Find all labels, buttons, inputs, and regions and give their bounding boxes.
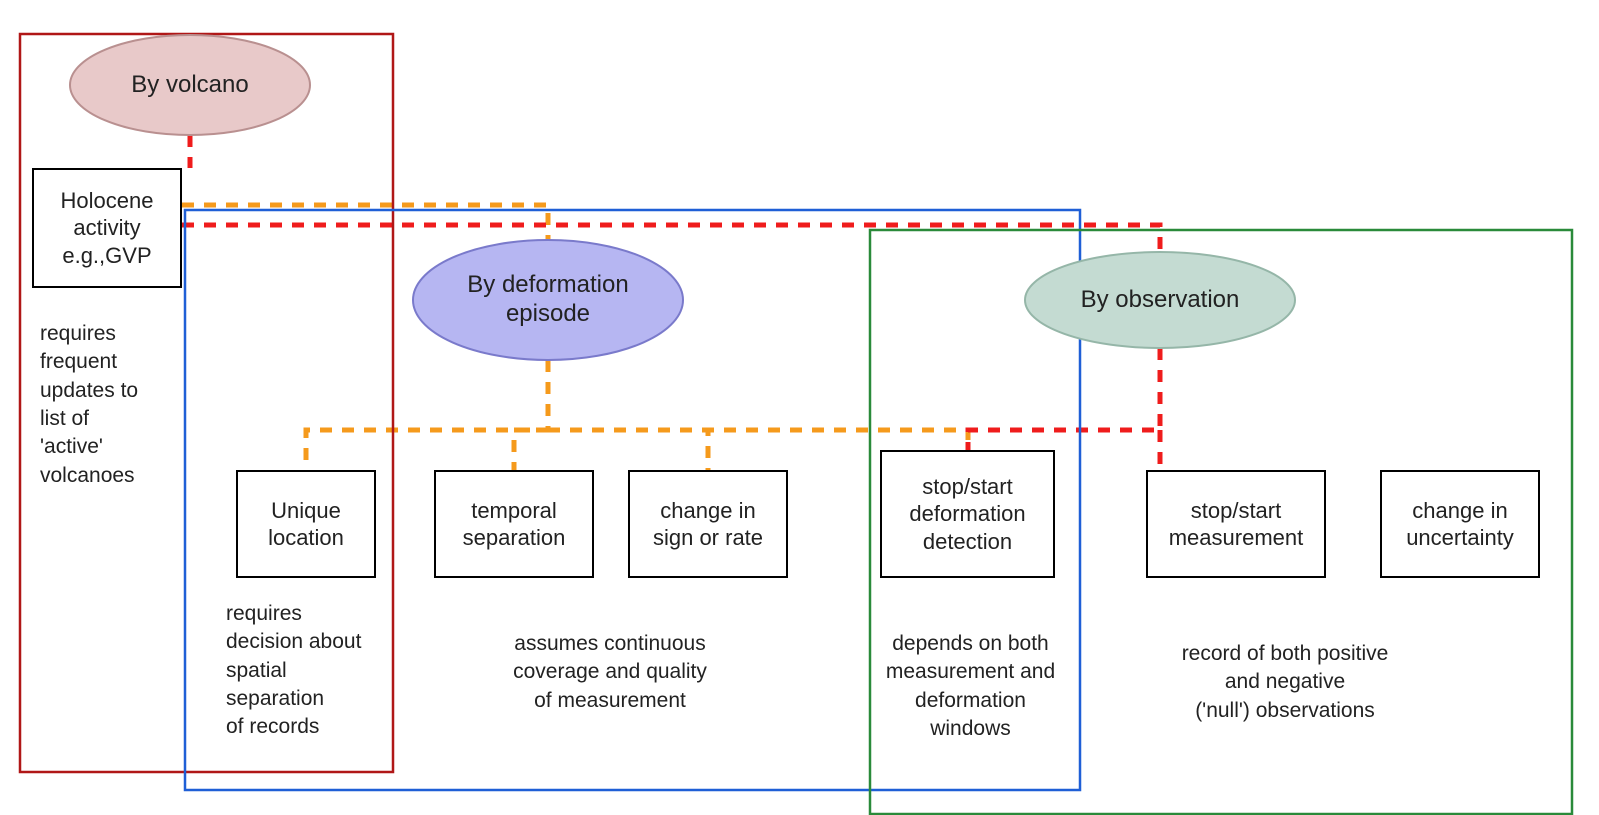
connector-line (968, 348, 1160, 450)
note-deformation: assumes continuouscoverage and qualityof… (440, 630, 780, 715)
note-unique-location: requiresdecision aboutspatialseparationo… (226, 600, 386, 742)
diagram-root: By volcano By deformationepisode By obse… (0, 0, 1599, 815)
connector-line (548, 430, 708, 470)
label-by-deformation: By deformationepisode (413, 240, 683, 360)
note-volcano: requiresfrequentupdates tolist of'active… (40, 320, 190, 490)
connector-line (514, 430, 548, 470)
box-holocene-activity: Holoceneactivitye.g.,GVP (32, 168, 182, 288)
connector-line (306, 360, 548, 470)
connector-line (548, 430, 968, 450)
box-unique-location: Uniquelocation (236, 470, 376, 578)
box-stop-start-measurement: stop/startmeasurement (1146, 470, 1326, 578)
note-stop-def: depends on bothmeasurement anddeformatio… (858, 630, 1083, 743)
box-change-uncertainty: change inuncertainty (1380, 470, 1540, 578)
box-temporal-separation: temporalseparation (434, 470, 594, 578)
label-by-observation: By observation (1025, 252, 1295, 348)
label-by-volcano: By volcano (70, 35, 310, 135)
note-observation: record of both positiveand negative('nul… (1130, 640, 1440, 725)
box-stop-start-deformation: stop/startdeformationdetection (880, 450, 1055, 578)
box-change-sign-rate: change insign or rate (628, 470, 788, 578)
